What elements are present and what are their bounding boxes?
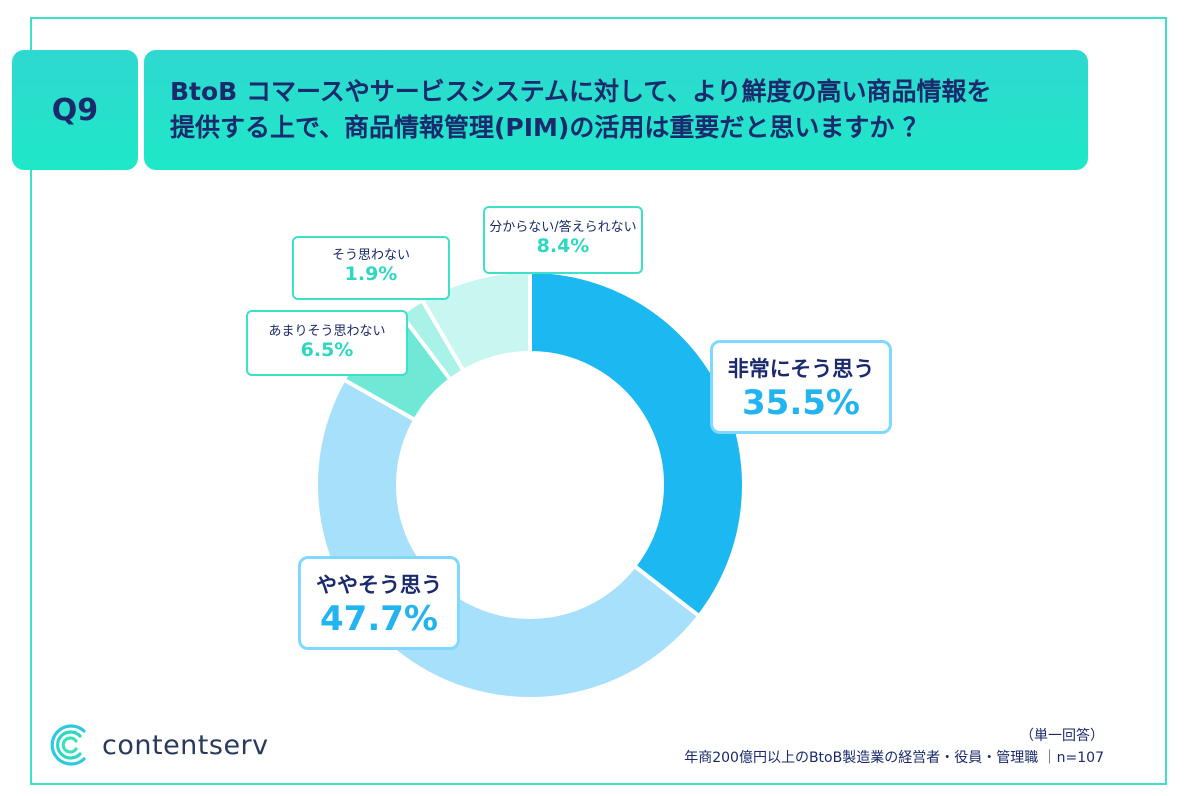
- callout-somewhat-disagree-value: 6.5%: [300, 339, 354, 361]
- callout-strongly-agree: 非常にそう思う 35.5%: [710, 340, 892, 434]
- callout-somewhat-disagree: あまりそう思わない 6.5%: [246, 310, 408, 376]
- brand-name: contentserv: [102, 729, 269, 761]
- sample-note: 年商200億円以上のBtoB製造業の経営者・役員・管理職 ｜n=107: [684, 750, 1104, 766]
- question-title: BtoB コマースやサービスシステムに対して、より鮮度の高い商品情報を 提供する…: [144, 50, 1088, 170]
- callout-somewhat-agree: ややそう思う 47.7%: [298, 556, 460, 650]
- callout-somewhat-agree-value: 47.7%: [320, 599, 438, 639]
- question-number-badge: Q9: [12, 50, 138, 170]
- question-line-1: BtoB コマースやサービスシステムに対して、より鮮度の高い商品情報を: [170, 77, 992, 106]
- callout-somewhat-agree-label: ややそう思う: [316, 573, 442, 597]
- frame-border: [30, 17, 1167, 785]
- question-number: Q9: [51, 92, 99, 128]
- brand-logo: contentserv: [48, 722, 269, 768]
- contentserv-logo-icon: [50, 724, 86, 766]
- slice-strongly-agree: [528, 268, 746, 619]
- callout-dont-know-value: 8.4%: [536, 235, 590, 257]
- callout-somewhat-disagree-label: あまりそう思わない: [268, 324, 386, 339]
- answer-type: （単一回答）: [1020, 728, 1104, 744]
- callout-dont-know: 分からない/答えられない 8.4%: [483, 206, 643, 274]
- callout-strongly-agree-value: 35.5%: [742, 383, 860, 423]
- callout-dont-know-label: 分からない/答えられない: [489, 220, 637, 235]
- callout-disagree-value: 1.9%: [344, 263, 398, 285]
- question-line-2: 提供する上で、商品情報管理(PIM)の活用は重要だと思いますか ？: [170, 113, 929, 142]
- slice-somewhat-agree: [314, 376, 702, 701]
- callout-disagree-label: そう思わない: [331, 248, 410, 263]
- footer-note: （単一回答） 年商200億円以上のBtoB製造業の経営者・役員・管理職 ｜n=1…: [684, 725, 1104, 769]
- callout-disagree: そう思わない 1.9%: [292, 236, 450, 300]
- callout-strongly-agree-label: 非常にそう思う: [727, 357, 875, 381]
